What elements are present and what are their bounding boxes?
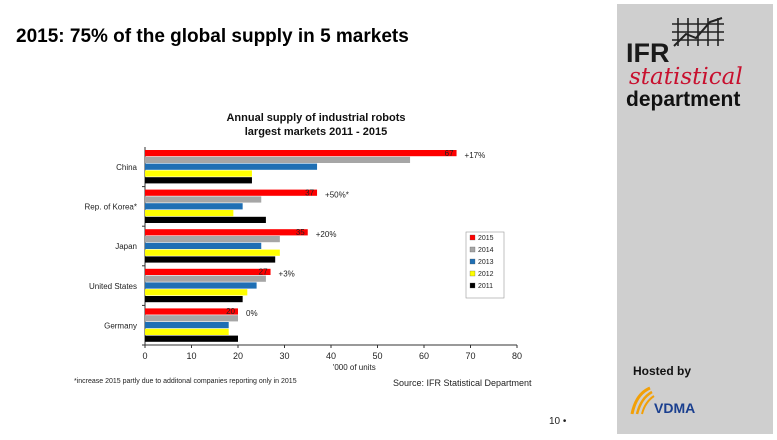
footnote: *increase 2015 partly due to additonal c…	[74, 378, 297, 385]
bar-2014-3	[145, 275, 266, 282]
bar-2015-2	[145, 229, 308, 236]
category-label-1: Rep. of Korea*	[85, 203, 137, 212]
legend-swatch-2012	[469, 270, 476, 277]
bar-2015-0	[145, 150, 457, 157]
x-tick-label-20: 20	[233, 351, 243, 361]
legend-label-2012: 2012	[478, 271, 494, 278]
bar-2013-4	[145, 322, 229, 329]
legend-label-2014: 2014	[478, 247, 494, 254]
data-label-1: 37	[305, 188, 314, 197]
growth-annotation-1: +50%*	[325, 190, 349, 199]
data-label-2: 35	[296, 228, 305, 237]
bar-2012-1	[145, 210, 234, 217]
x-tick-label-80: 80	[512, 351, 522, 361]
source-note: Source: IFR Statistical Department	[393, 378, 532, 388]
data-label-3: 27	[259, 268, 268, 277]
bar-2015-3	[145, 268, 271, 275]
category-label-2: Japan	[115, 242, 137, 251]
data-label-0: 67	[445, 149, 454, 158]
bar-2012-4	[145, 328, 229, 335]
logo-ifr-text: IFR	[626, 38, 670, 68]
legend-swatch-2013	[469, 258, 476, 265]
hosted-by-label: Hosted by	[633, 364, 692, 378]
x-tick-label-60: 60	[419, 351, 429, 361]
bar-2011-1	[145, 216, 266, 223]
legend-swatch-2014	[469, 246, 476, 253]
ifr-grid-logo-icon	[672, 17, 724, 47]
x-axis-label: '000 of units	[333, 363, 376, 372]
bar-2014-4	[145, 315, 238, 322]
legend-label-2013: 2013	[478, 259, 494, 266]
data-label-4: 20	[226, 307, 235, 316]
bar-2015-1	[145, 189, 318, 196]
x-tick-label-40: 40	[326, 351, 336, 361]
x-tick-label-50: 50	[372, 351, 382, 361]
bar-2011-3	[145, 296, 243, 303]
bar-2014-0	[145, 156, 411, 163]
bar-2012-3	[145, 289, 248, 296]
legend-label-2015: 2015	[478, 235, 494, 242]
bar-2011-0	[145, 177, 252, 184]
bar-2012-2	[145, 249, 280, 256]
bar-2015-4	[145, 308, 238, 315]
vdma-logo-text: VDMA	[654, 400, 695, 416]
x-tick-label-30: 30	[279, 351, 289, 361]
legend-swatch-2011	[469, 282, 476, 289]
x-tick-label-70: 70	[465, 351, 475, 361]
category-label-3: United States	[89, 282, 137, 291]
growth-annotation-0: +17%	[465, 151, 486, 160]
logo-statistical-text: statistical	[629, 64, 743, 90]
category-label-0: China	[116, 163, 137, 172]
growth-annotation-4: 0%	[246, 309, 258, 318]
chart-title: Annual supply of industrial robots large…	[196, 111, 436, 139]
legend-swatch-2015	[469, 234, 476, 241]
bar-2013-3	[145, 282, 257, 289]
legend-label-2011: 2011	[478, 283, 493, 290]
x-tick-label-10: 10	[186, 351, 196, 361]
bar-2014-2	[145, 236, 280, 243]
bar-2013-1	[145, 203, 243, 210]
logo-department-text: department	[626, 88, 741, 111]
bar-2013-0	[145, 163, 318, 170]
chart-title-line-2: largest markets 2011 - 2015	[244, 126, 388, 138]
bar-2011-2	[145, 256, 276, 263]
bar-chart: 0 10 20 30 40 50 60 70 80 '000 of units China 67 +17…	[85, 147, 522, 372]
page-number: 10 •	[549, 416, 567, 427]
slide-title: 2015: 75% of the global supply in 5 mark…	[16, 26, 409, 47]
vdma-logo-icon: VDMA	[630, 386, 695, 416]
bar-2013-2	[145, 242, 262, 249]
sidebar-panel: statistical	[617, 4, 773, 434]
x-tick-label-0: 0	[142, 351, 147, 361]
growth-annotation-2: +20%	[316, 230, 337, 239]
bar-2012-0	[145, 170, 252, 177]
chart-title-line-1: Annual supply of industrial robots	[226, 112, 406, 124]
bar-2011-4	[145, 335, 238, 342]
bar-2014-1	[145, 196, 262, 203]
category-label-4: Germany	[104, 321, 137, 330]
growth-annotation-3: +3%	[279, 270, 295, 279]
